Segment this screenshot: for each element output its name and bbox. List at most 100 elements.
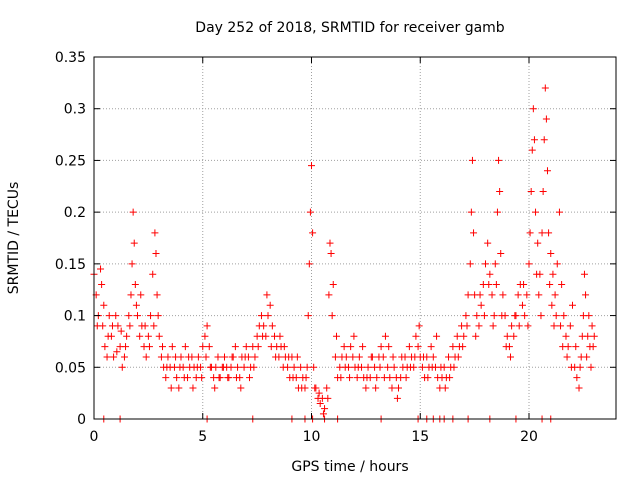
data-point bbox=[211, 384, 219, 392]
data-point bbox=[543, 167, 551, 175]
data-point bbox=[583, 353, 591, 361]
data-point bbox=[131, 281, 139, 289]
data-point bbox=[254, 343, 262, 351]
data-point bbox=[316, 399, 324, 407]
data-point bbox=[498, 312, 506, 320]
data-point bbox=[324, 394, 332, 402]
data-point bbox=[194, 353, 202, 361]
data-point bbox=[113, 348, 121, 356]
data-point bbox=[559, 343, 567, 351]
data-point bbox=[221, 353, 228, 361]
data-point bbox=[420, 353, 428, 361]
data-point bbox=[418, 363, 426, 371]
data-point bbox=[385, 343, 393, 351]
data-point bbox=[234, 363, 242, 371]
data-point bbox=[228, 353, 236, 361]
data-point bbox=[185, 353, 193, 361]
data-point bbox=[405, 343, 413, 351]
data-point bbox=[347, 343, 355, 351]
data-point bbox=[173, 374, 181, 382]
data-point bbox=[162, 374, 170, 382]
data-point bbox=[125, 312, 133, 320]
data-point bbox=[398, 353, 406, 361]
data-point bbox=[203, 322, 211, 330]
y-tick-label: 0.1 bbox=[64, 309, 86, 325]
data-point bbox=[167, 384, 175, 392]
data-point bbox=[532, 208, 540, 216]
data-point bbox=[547, 250, 555, 258]
data-point bbox=[310, 363, 318, 371]
data-point bbox=[141, 322, 149, 330]
x-axis-label: GPS time / hours bbox=[291, 459, 408, 475]
data-point bbox=[507, 353, 515, 361]
data-point bbox=[550, 322, 558, 330]
data-point bbox=[485, 281, 493, 289]
data-point bbox=[214, 353, 222, 361]
plot-frame bbox=[93, 56, 617, 420]
data-point bbox=[578, 332, 586, 340]
data-point bbox=[205, 343, 213, 351]
data-point bbox=[491, 260, 499, 268]
data-point bbox=[381, 332, 389, 340]
data-point bbox=[412, 332, 420, 340]
data-point bbox=[105, 312, 113, 320]
data-point bbox=[132, 301, 140, 309]
data-point bbox=[241, 353, 249, 361]
x-tick-label: 15 bbox=[411, 429, 429, 445]
y-tick-label: 0.3 bbox=[64, 102, 86, 118]
data-point bbox=[484, 239, 492, 247]
data-point bbox=[289, 374, 297, 382]
data-point bbox=[539, 187, 547, 195]
data-point bbox=[499, 291, 507, 299]
data-point bbox=[414, 343, 422, 351]
data-point bbox=[103, 353, 111, 361]
data-point bbox=[136, 332, 144, 340]
data-point bbox=[402, 374, 410, 382]
y-tick-label: 0 bbox=[77, 412, 86, 428]
data-point bbox=[153, 291, 161, 299]
data-point bbox=[98, 281, 106, 289]
data-point bbox=[250, 363, 258, 371]
y-tick-label: 0.35 bbox=[55, 50, 86, 66]
data-point bbox=[433, 332, 441, 340]
data-point bbox=[537, 312, 545, 320]
data-point bbox=[355, 353, 363, 361]
data-point bbox=[149, 270, 157, 278]
data-point bbox=[323, 384, 331, 392]
data-point bbox=[168, 343, 176, 351]
data-point bbox=[333, 332, 341, 340]
data-point bbox=[393, 394, 401, 402]
data-point bbox=[590, 332, 598, 340]
data-point bbox=[540, 136, 548, 144]
data-point bbox=[373, 374, 381, 382]
x-tick-label: 5 bbox=[198, 429, 207, 445]
data-point bbox=[576, 363, 584, 371]
data-point bbox=[117, 327, 125, 335]
x-tick-label: 0 bbox=[90, 429, 99, 445]
data-point bbox=[555, 208, 563, 216]
data-point bbox=[389, 353, 397, 361]
data-point bbox=[145, 343, 153, 351]
data-point bbox=[428, 363, 436, 371]
data-point bbox=[534, 239, 542, 247]
data-point bbox=[123, 332, 131, 340]
y-tick-label: 0.05 bbox=[55, 360, 86, 376]
data-point bbox=[384, 363, 392, 371]
data-point bbox=[157, 353, 165, 361]
data-point bbox=[582, 291, 590, 299]
data-point bbox=[242, 343, 250, 351]
data-point bbox=[315, 389, 323, 397]
data-point bbox=[126, 322, 134, 330]
data-point bbox=[263, 291, 271, 299]
data-point bbox=[112, 312, 120, 320]
data-point bbox=[297, 363, 305, 371]
data-point bbox=[533, 270, 541, 278]
data-point bbox=[266, 301, 274, 309]
data-point bbox=[276, 332, 284, 340]
y-tick-label: 0.2 bbox=[64, 205, 86, 221]
data-point bbox=[380, 374, 388, 382]
data-point bbox=[563, 353, 571, 361]
data-point bbox=[159, 343, 167, 351]
data-point bbox=[437, 363, 445, 371]
data-point bbox=[528, 146, 536, 154]
